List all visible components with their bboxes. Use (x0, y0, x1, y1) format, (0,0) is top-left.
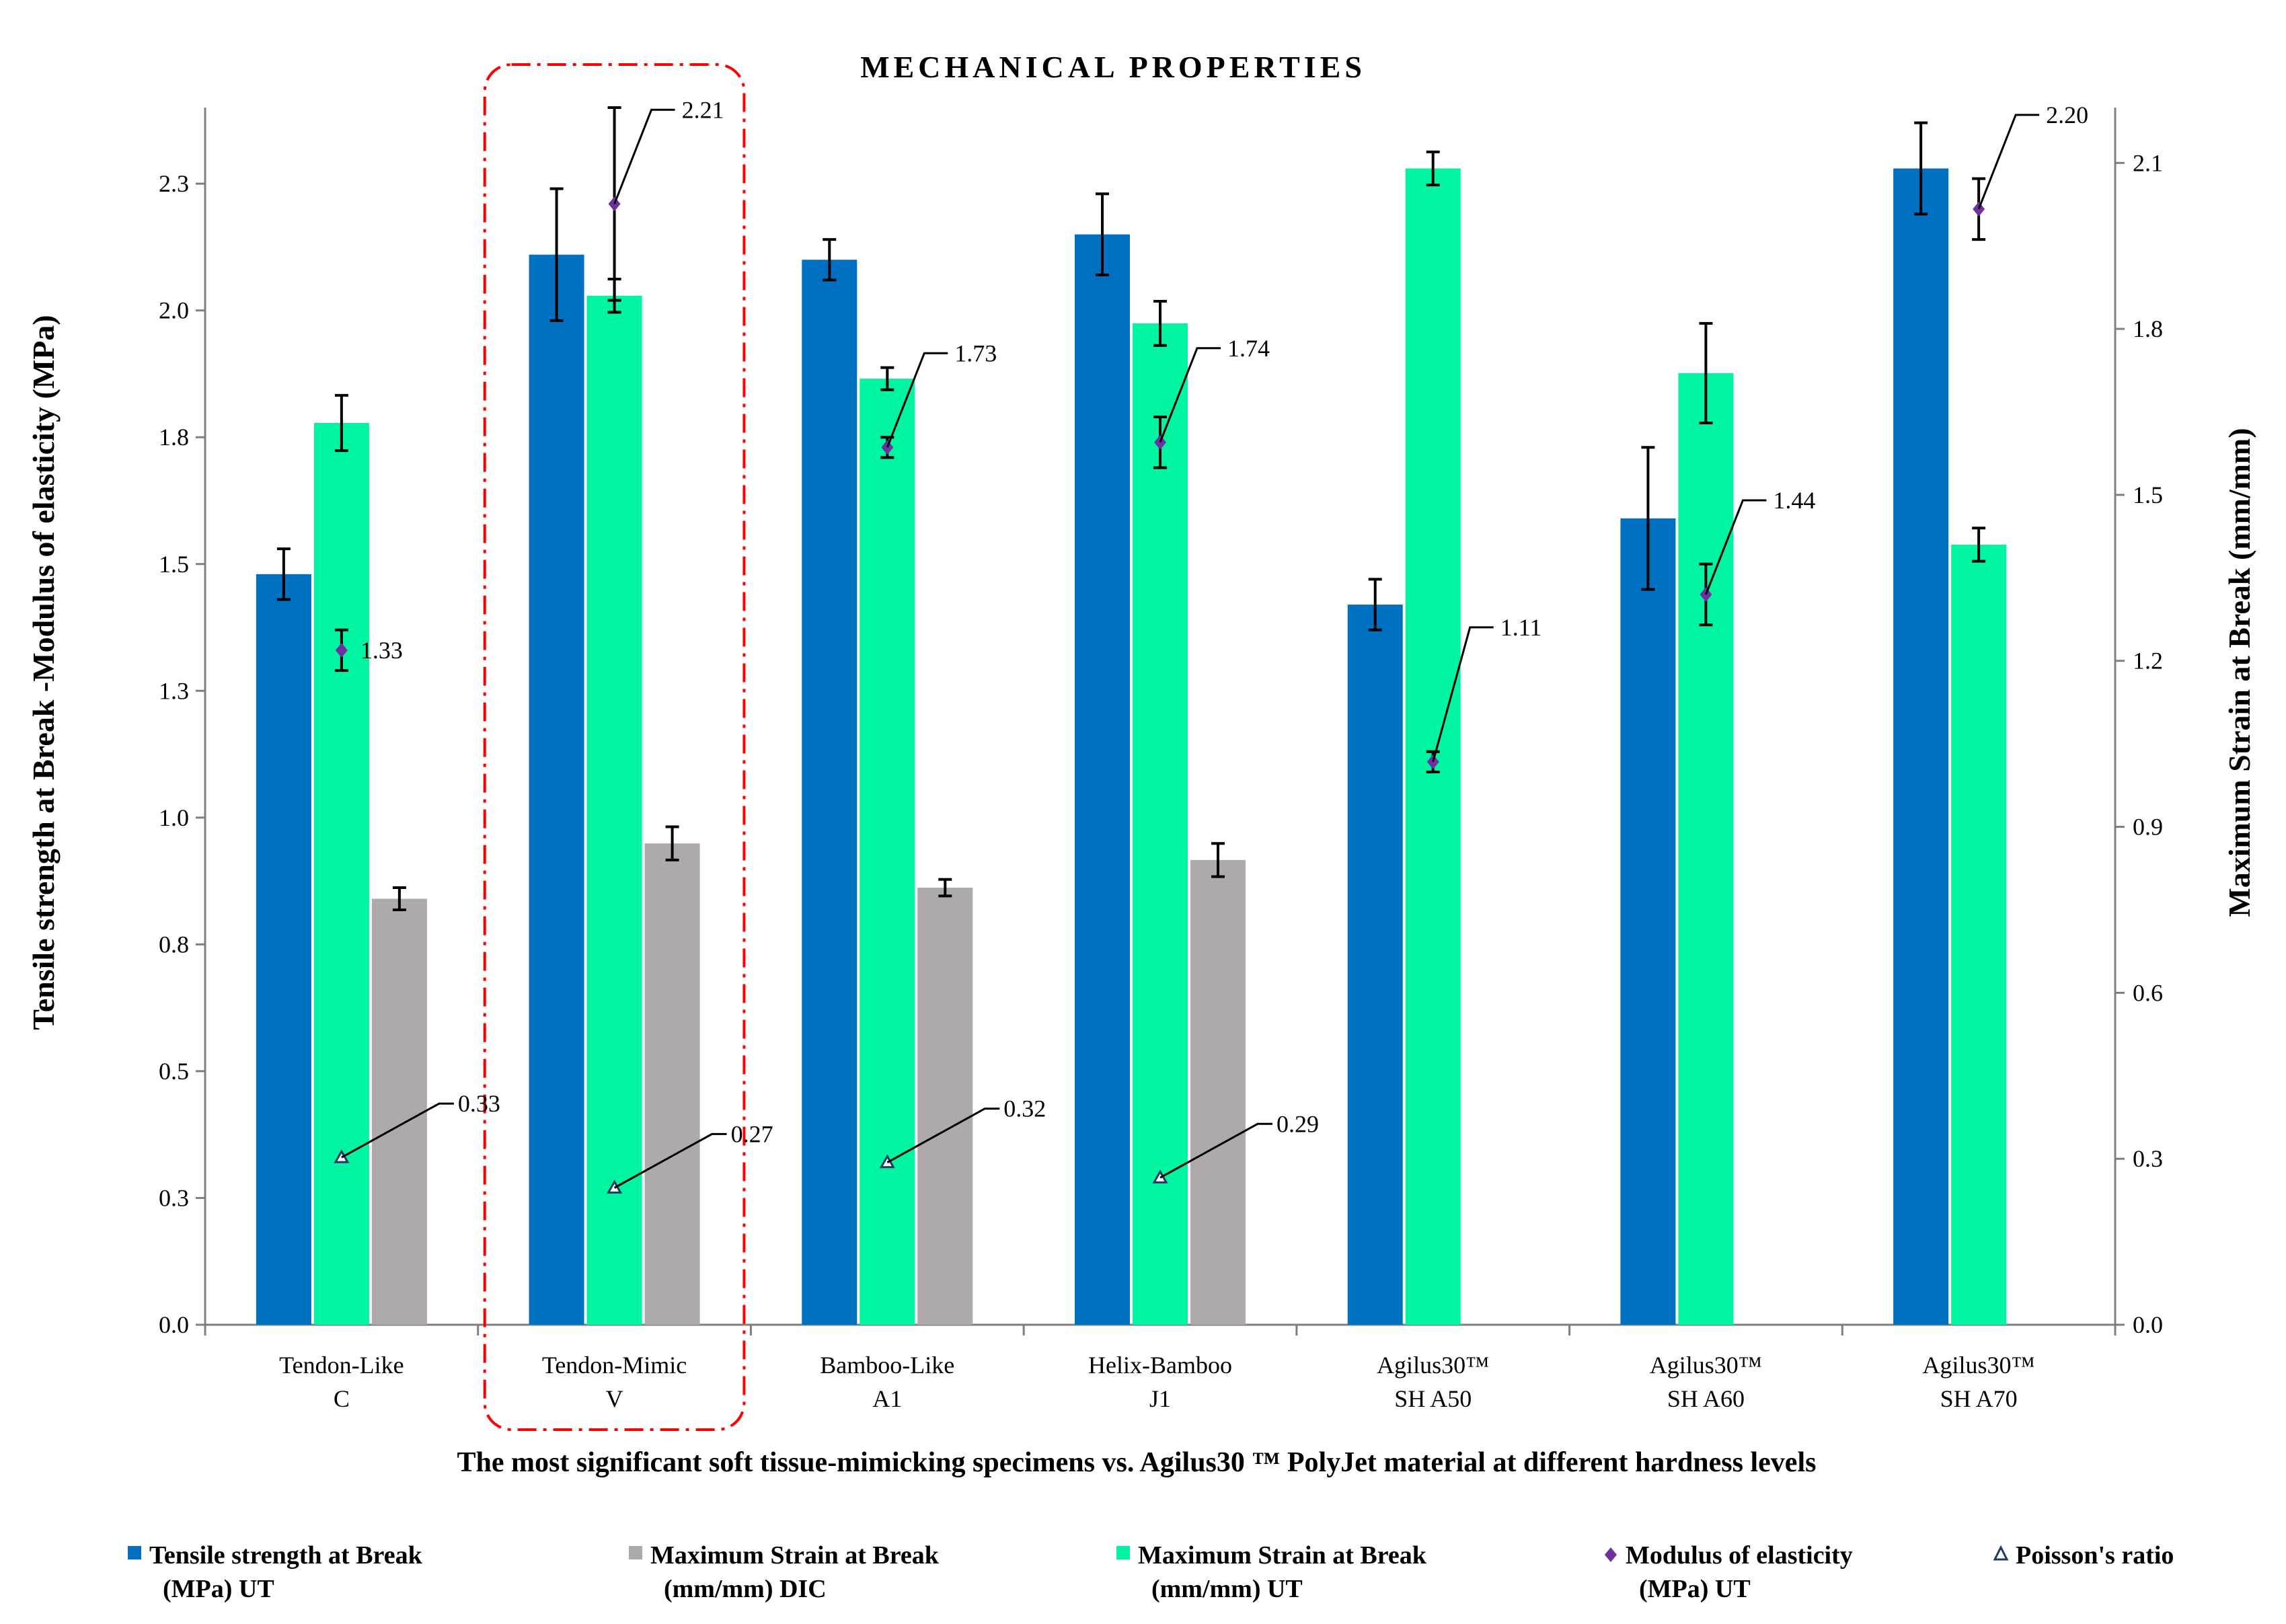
legend-swatch-modulus (1605, 1547, 1617, 1562)
bar-strain-ut (313, 422, 369, 1325)
poisson-leader-line (886, 1108, 1000, 1163)
legend-label-line2: (mm/mm) UT (1151, 1575, 1303, 1603)
modulus-data-label: 2.21 (682, 96, 724, 123)
legend-label-line2: (MPa) UT (163, 1575, 274, 1603)
bar-strain-dic (644, 843, 700, 1325)
modulus-data-label: 1.73 (954, 340, 997, 366)
modulus-leader-line (1432, 626, 1494, 763)
category-label-line2: SH A60 (1667, 1385, 1745, 1412)
legend-swatch (629, 1546, 642, 1559)
bar-tensile (1620, 518, 1676, 1325)
modulus-data-label: 1.11 (1500, 614, 1542, 641)
category-label-line1: Agilus30™ (1377, 1352, 1489, 1379)
category-label-line2: SH A50 (1394, 1385, 1472, 1412)
y-right-tick-label: 0.9 (2133, 814, 2163, 841)
legend-label-line1: Tensile strength at Break (149, 1541, 423, 1570)
modulus-leader-line (613, 108, 675, 204)
bar-strain-dic (371, 898, 427, 1325)
y-axis-right-title: Maximum Strain at Break (mm/mm) (2222, 428, 2256, 917)
bar-tensile (1893, 168, 1949, 1325)
y-left-tick-label: 0.5 (159, 1058, 189, 1085)
bar-strain-ut (1405, 168, 1461, 1325)
legend-label-line2: (MPa) UT (1639, 1575, 1751, 1603)
legend: Tensile strength at Break (MPa) UT Maximum… (128, 1541, 2174, 1603)
y-left-tick-label: 1.0 (159, 804, 189, 831)
category-label-line1: Agilus30™ (1650, 1352, 1762, 1379)
bar-strain-ut (860, 379, 915, 1325)
bar-tensile (256, 574, 311, 1325)
y-right-tick-label: 1.5 (2133, 481, 2163, 508)
modulus-data-label: 1.33 (360, 637, 403, 664)
bar-tensile (529, 254, 584, 1325)
poisson-data-label: 0.27 (731, 1120, 773, 1147)
data-labels-layer: 1.33 2.21 1.73 1.74 1.11 1.44 2.20 0.33 0.27 0.32… (341, 96, 2088, 1189)
bar-strain-ut (1678, 373, 1734, 1325)
poisson-data-label: 0.33 (458, 1090, 500, 1117)
category-label-line2: A1 (872, 1385, 902, 1412)
y-right-tick-label: 0.6 (2133, 979, 2163, 1006)
modulus-leader-line (1159, 347, 1221, 443)
category-label-line2: C (334, 1385, 350, 1412)
legend-label-line1: Modulus of elasticity (1626, 1541, 1853, 1570)
bar-strain-ut (586, 295, 642, 1325)
poisson-leader-line (341, 1102, 454, 1159)
bar-strain-dic (917, 888, 973, 1325)
modulus-leader-line (886, 352, 948, 448)
y-left-tick-label: 2.0 (159, 297, 189, 324)
category-label-line2: SH A70 (1940, 1385, 2018, 1412)
category-label-line1: Helix-Bamboo (1088, 1352, 1232, 1379)
category-label-line2: J1 (1149, 1385, 1171, 1412)
legend-swatch (128, 1546, 141, 1559)
bar-strain-ut (1133, 323, 1188, 1325)
x-axis-title: The most significant soft tissue-mimicki… (457, 1447, 1817, 1478)
category-labels-layer: Tendon-Like C Tendon-Mimic V Bamboo-Like A1 He… (279, 1352, 2035, 1412)
category-label-line2: V (606, 1385, 623, 1412)
poisson-data-label: 0.29 (1277, 1110, 1319, 1137)
y-left-tick-label: 1.5 (159, 551, 189, 578)
y-left-tick-label: 1.3 (159, 677, 189, 704)
y-left-tick-label: 2.3 (159, 170, 189, 197)
y-right-tick-label: 2.1 (2133, 149, 2163, 176)
category-label-line1: Tendon-Like (279, 1352, 404, 1379)
y-right-tick-label: 0.3 (2133, 1145, 2163, 1172)
chart-title: MECHANICAL PROPERTIES (860, 50, 1366, 84)
bars-layer (256, 168, 2007, 1325)
bar-tensile (1075, 234, 1130, 1325)
category-label-line1: Agilus30™ (1922, 1352, 2034, 1379)
category-label-line1: Tendon-Mimic (542, 1352, 687, 1379)
poisson-leader-line (613, 1132, 727, 1189)
y-right-tick-label: 1.2 (2133, 648, 2163, 674)
y-right-tick-label: 1.8 (2133, 315, 2163, 342)
legend-label-line2: (mm/mm) DIC (664, 1575, 827, 1603)
y-left-tick-label: 0.3 (159, 1184, 189, 1211)
y-right-tick-label: 0.0 (2133, 1311, 2163, 1338)
legend-label-line1: Poisson's ratio (2016, 1541, 2174, 1570)
bar-tensile (1347, 605, 1403, 1325)
modulus-marker (335, 642, 348, 658)
bar-strain-ut (1951, 544, 2007, 1325)
modulus-data-label: 1.44 (1773, 487, 1815, 514)
legend-label-line1: Maximum Strain at Break (1138, 1541, 1427, 1570)
axes: 0.0 0.3 0.5 0.8 1.0 1.3 1.5 1.8 2.0 2.3 0.0 0.3 0.6 0… (159, 63, 2163, 1431)
modulus-leader-line (1705, 499, 1767, 595)
poisson-leader-line (1159, 1122, 1272, 1179)
legend-label-line1: Maximum Strain at Break (650, 1541, 940, 1570)
modulus-data-label: 1.74 (1227, 335, 1270, 362)
y-left-tick-label: 1.8 (159, 424, 189, 451)
modulus-data-label: 2.20 (2046, 102, 2088, 128)
highlight-box (483, 63, 746, 1431)
bar-tensile (802, 260, 858, 1325)
category-label-line1: Bamboo-Like (820, 1352, 954, 1379)
poisson-data-label: 0.32 (1003, 1095, 1046, 1122)
legend-swatch-poisson (1993, 1545, 2009, 1561)
y-left-tick-label: 0.0 (159, 1311, 189, 1338)
legend-swatch (1116, 1546, 1130, 1559)
y-left-tick-label: 0.8 (159, 931, 189, 958)
y-axis-left-title: Tensile strength at Break -Modulus of el… (26, 315, 61, 1030)
modulus-leader-line (1977, 114, 2040, 210)
bar-strain-dic (1190, 859, 1246, 1325)
